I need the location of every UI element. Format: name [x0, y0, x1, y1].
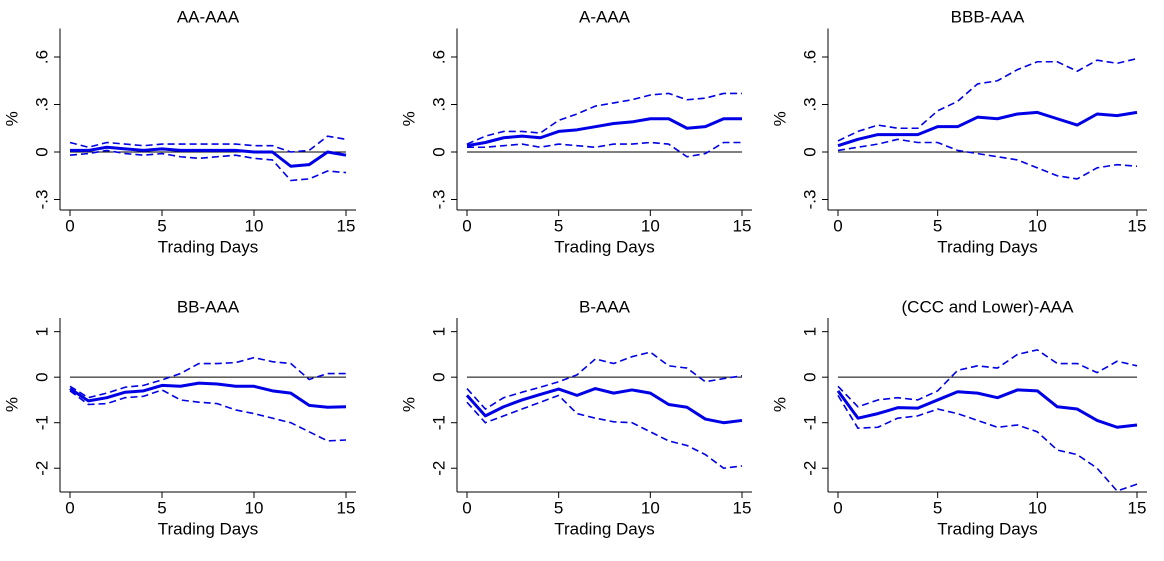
- y-tick-label: .3: [429, 97, 448, 111]
- y-axis-label: %: [2, 111, 21, 126]
- x-axis-label: Trading Days: [554, 519, 654, 538]
- y-tick-label: 0: [32, 372, 51, 381]
- chart-title: BB-AAA: [177, 297, 240, 316]
- x-tick-label: 10: [641, 216, 660, 235]
- y-tick-label: -1: [800, 415, 819, 430]
- y-tick-label: 0: [800, 372, 819, 381]
- x-tick-label: 0: [65, 216, 74, 235]
- series-line: [466, 117, 742, 148]
- y-tick-label: 1: [800, 327, 819, 336]
- x-axis-label: Trading Days: [554, 237, 654, 256]
- y-tick-label: .3: [32, 97, 51, 111]
- chart-title: AA-AAA: [177, 7, 240, 26]
- y-tick-label: .6: [429, 50, 448, 64]
- series-line: [837, 110, 1138, 148]
- x-tick-label: 15: [1128, 498, 1147, 517]
- y-tick-label: -.3: [32, 190, 51, 210]
- x-tick-label: 15: [337, 216, 356, 235]
- x-tick-label: 5: [933, 498, 942, 517]
- series-line: [466, 351, 743, 410]
- chart-title: A-AAA: [579, 7, 631, 26]
- y-tick-label: 0: [32, 147, 51, 156]
- series-line: [69, 135, 347, 153]
- x-tick-label: 15: [337, 498, 356, 517]
- x-axis-label: Trading Days: [937, 519, 1037, 538]
- series-line: [466, 92, 742, 145]
- y-tick-label: -.3: [800, 190, 819, 210]
- series-line: [837, 349, 1138, 408]
- y-tick-label: -2: [32, 461, 51, 476]
- y-tick-label: .6: [32, 50, 51, 64]
- y-tick-label: 0: [429, 147, 448, 156]
- chart-title: BBB-AAA: [951, 7, 1025, 26]
- chart-title: (CCC and Lower)-AAA: [902, 297, 1075, 316]
- y-tick-label: 0: [429, 372, 448, 381]
- x-axis-label: Trading Days: [937, 237, 1037, 256]
- series-line: [69, 149, 347, 182]
- y-axis-label: %: [770, 111, 789, 126]
- series-line: [466, 394, 743, 470]
- chart-title: B-AAA: [579, 297, 631, 316]
- x-tick-label: 0: [65, 498, 74, 517]
- y-tick-label: -1: [429, 415, 448, 430]
- x-tick-label: 5: [554, 216, 563, 235]
- x-tick-label: 5: [157, 498, 166, 517]
- y-tick-label: 1: [429, 327, 448, 336]
- y-tick-label: .3: [800, 97, 819, 111]
- series-line: [467, 141, 742, 158]
- x-tick-label: 0: [462, 216, 471, 235]
- series-line: [837, 394, 1138, 492]
- y-tick-label: 0: [800, 147, 819, 156]
- series-line: [69, 356, 346, 399]
- x-tick-label: 5: [933, 216, 942, 235]
- y-tick-label: -2: [429, 461, 448, 476]
- x-tick-label: 15: [733, 498, 752, 517]
- series-line: [465, 387, 743, 425]
- x-tick-label: 5: [157, 216, 166, 235]
- x-tick-label: 10: [1028, 216, 1047, 235]
- x-tick-label: 0: [833, 216, 842, 235]
- x-tick-label: 0: [462, 498, 471, 517]
- x-axis-label: Trading Days: [158, 237, 258, 256]
- y-axis-label: %: [2, 397, 21, 412]
- x-tick-label: 10: [245, 498, 264, 517]
- x-tick-label: 15: [733, 216, 752, 235]
- x-tick-label: 0: [833, 498, 842, 517]
- y-axis-label: %: [399, 111, 418, 126]
- series-line: [837, 138, 1138, 180]
- y-axis-label: %: [770, 397, 789, 412]
- y-axis-label: %: [399, 397, 418, 412]
- series-line: [837, 57, 1138, 142]
- x-tick-label: 15: [1128, 216, 1147, 235]
- x-tick-label: 10: [245, 216, 264, 235]
- y-tick-label: .6: [800, 50, 819, 64]
- x-tick-label: 10: [641, 498, 660, 517]
- series-line: [69, 381, 347, 409]
- y-tick-label: -1: [32, 415, 51, 430]
- y-tick-label: 1: [32, 327, 51, 336]
- series-line: [70, 145, 347, 168]
- y-tick-label: -2: [800, 461, 819, 476]
- y-tick-label: -.3: [429, 190, 448, 210]
- x-tick-label: 5: [554, 498, 563, 517]
- x-tick-label: 10: [1028, 498, 1047, 517]
- series-line: [836, 388, 1138, 429]
- x-axis-label: Trading Days: [158, 519, 258, 538]
- series-line: [69, 389, 347, 442]
